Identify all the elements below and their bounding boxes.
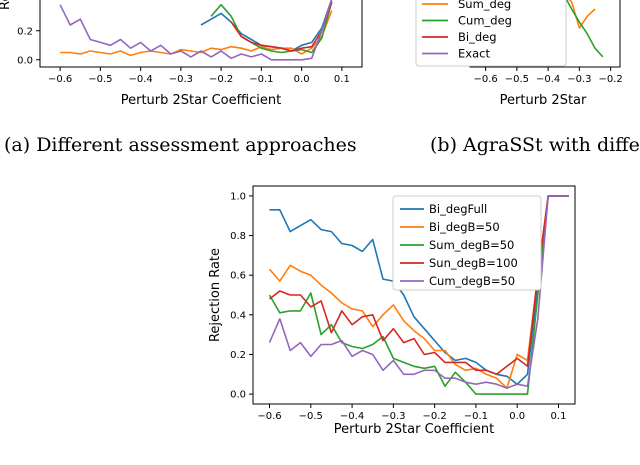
y-tick-label-2: 0.4 (230, 310, 246, 321)
legend-box (392, 195, 542, 291)
x-tick-label-5: −0.1 (464, 411, 488, 422)
x-tick-label-3: −0.3 (169, 74, 193, 85)
x-tick-label-2: −0.4 (128, 74, 152, 85)
series-line-1 (565, 0, 604, 58)
x-axis-label: Perturb 2Star Coefficient (334, 422, 495, 437)
series-line-1 (60, 10, 333, 57)
plot-frame (252, 185, 576, 405)
x-tick-label-0: −0.6 (473, 74, 497, 85)
figure-caption: (a) Different assessment approaches (4, 134, 357, 156)
series-line-2 (210, 1, 333, 54)
legend-label-2: Sum_degB=50 (429, 238, 514, 252)
x-tick-label-1: −0.5 (299, 411, 323, 422)
series-line-3 (230, 1, 333, 52)
x-tick-label-1: −0.5 (88, 74, 112, 85)
x-tick-label-4: −0.2 (209, 74, 233, 85)
legend-label-3: Sun_degB=100 (429, 256, 518, 270)
x-tick-label-3: −0.3 (567, 74, 591, 85)
series-line-4 (59, 0, 333, 61)
series-line-3 (269, 195, 569, 376)
panel-c-chart: −0.6 −0.5 −0.4 −0.3 −0.2 −0.1 0.0 0.1 0.0 0.2 0.4 0… (208, 185, 576, 437)
y-tick-label-4: 0.8 (230, 231, 246, 242)
y-tick-label-0: 0.0 (230, 390, 246, 401)
legend-label-4: Cum_degB=50 (429, 274, 515, 288)
legend-box (415, 0, 567, 67)
y-axis-label: Rejection Rate (208, 248, 223, 342)
legend-label-0: Bi_degFull (429, 202, 487, 216)
series-line-2 (268, 195, 569, 395)
x-axis-label: Perturb 2Star Coefficient (121, 93, 282, 108)
series-line-4 (268, 195, 569, 389)
x-tick-label-6: 0.0 (509, 411, 525, 422)
legend-label-2: Bi_deg (458, 30, 497, 44)
x-tick-label-1: −0.5 (505, 74, 529, 85)
x-tick-label-2: −0.4 (536, 74, 560, 85)
x-tick-label-2: −0.4 (340, 411, 364, 422)
legend-label-1: Cum_deg (458, 14, 512, 28)
x-tick-label-6: 0.0 (294, 74, 310, 85)
x-axis-label: Perturb 2Star (500, 93, 587, 108)
x-tick-label-0: −0.6 (48, 74, 72, 85)
legend-label-0: Sum_deg (458, 0, 511, 11)
x-tick-label-4: −0.2 (598, 74, 622, 85)
series-line-0 (269, 195, 569, 385)
plot-frame (39, 0, 363, 68)
y-tick-label-5: 1.0 (230, 191, 246, 202)
y-axis-label: Re (0, 0, 13, 10)
x-tick-label-5: −0.1 (249, 74, 273, 85)
y-tick-label-3: 0.6 (230, 271, 246, 282)
series-line-0 (200, 0, 333, 52)
x-tick-label-4: −0.2 (422, 411, 446, 422)
x-tick-label-0: −0.6 (257, 411, 281, 422)
panel-a-chart: −0.6 −0.5 −0.4 −0.3 −0.2 −0.1 0.0 0.1 0.0 0.2 Pert… (0, 0, 363, 156)
series-line-1 (268, 195, 569, 389)
legend-label-3: Exact (458, 47, 490, 61)
figure-caption: (b) AgraSSt with diffe (430, 134, 640, 156)
y-tick-label-1: 0.2 (230, 350, 246, 361)
y-tick-label-1: 0.2 (17, 26, 33, 37)
x-tick-label-7: 0.1 (551, 411, 567, 422)
series-line-0 (568, 0, 596, 29)
x-tick-label-3: −0.3 (381, 411, 405, 422)
x-tick-label-7: 0.1 (334, 74, 350, 85)
y-tick-label-0: 0.0 (17, 55, 33, 66)
legend-label-1: Bi_degB=50 (429, 220, 500, 234)
